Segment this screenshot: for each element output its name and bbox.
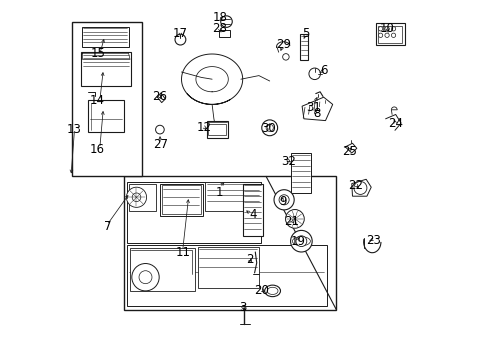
Text: 14: 14 [90,94,105,107]
Bar [129,184,156,211]
Circle shape [353,181,366,194]
Text: 25: 25 [342,145,356,158]
Text: 24: 24 [387,117,403,130]
Bar [162,185,201,214]
Text: 1: 1 [215,186,223,199]
Circle shape [308,68,320,80]
Text: 26: 26 [152,90,167,103]
Bar [127,245,326,306]
Circle shape [295,236,306,247]
Text: 4: 4 [249,208,257,221]
Circle shape [139,271,152,284]
Circle shape [378,27,382,31]
Bar [204,182,260,211]
Circle shape [390,33,395,37]
Text: 5: 5 [302,27,309,40]
Text: 7: 7 [104,220,111,233]
Text: 32: 32 [281,155,295,168]
Text: 17: 17 [173,27,187,40]
Bar [72,22,142,176]
Circle shape [378,33,382,37]
Bar [300,34,307,60]
Text: 16: 16 [90,143,105,156]
Circle shape [175,34,185,45]
Bar [378,26,401,43]
Circle shape [132,264,159,291]
Text: 27: 27 [153,138,168,151]
Bar [81,27,128,47]
Circle shape [384,27,388,31]
Text: 2: 2 [245,253,253,266]
Text: 29: 29 [275,39,290,51]
Polygon shape [351,179,370,196]
Bar [375,23,404,45]
Bar [127,182,260,243]
Text: 8: 8 [312,107,320,120]
Text: 9: 9 [279,195,286,208]
Circle shape [282,54,288,60]
Circle shape [220,16,232,27]
Circle shape [285,210,304,228]
Bar [130,248,194,291]
Text: 10: 10 [379,22,393,35]
Text: 19: 19 [290,235,305,248]
Circle shape [384,33,388,37]
Text: 12: 12 [196,121,211,134]
Ellipse shape [266,287,277,294]
Text: 31: 31 [305,101,321,114]
Bar [197,247,258,288]
Polygon shape [302,97,332,121]
Bar [206,121,228,138]
Text: 18: 18 [212,11,227,24]
Text: 23: 23 [365,234,380,247]
Text: 22: 22 [348,179,363,192]
Text: 11: 11 [176,246,190,258]
Text: 28: 28 [212,22,227,35]
Text: 20: 20 [254,284,269,297]
Bar [219,30,230,37]
Bar [291,153,310,193]
Text: 3: 3 [239,301,246,314]
Bar [81,52,131,86]
Bar [160,184,203,216]
Circle shape [390,27,395,31]
Ellipse shape [292,237,310,246]
Text: 15: 15 [90,47,105,60]
Ellipse shape [264,285,280,297]
Circle shape [265,124,273,131]
Circle shape [126,187,146,207]
Text: 30: 30 [261,122,276,135]
Circle shape [261,120,277,136]
Circle shape [273,190,294,210]
Bar [123,176,336,310]
Bar [208,124,226,135]
Text: 6: 6 [319,64,327,77]
Bar [88,100,123,132]
Text: 21: 21 [284,215,299,228]
Circle shape [132,193,141,202]
Circle shape [290,230,311,252]
Text: 13: 13 [67,123,82,136]
Circle shape [155,125,164,134]
Bar [242,184,262,236]
Circle shape [279,195,288,205]
